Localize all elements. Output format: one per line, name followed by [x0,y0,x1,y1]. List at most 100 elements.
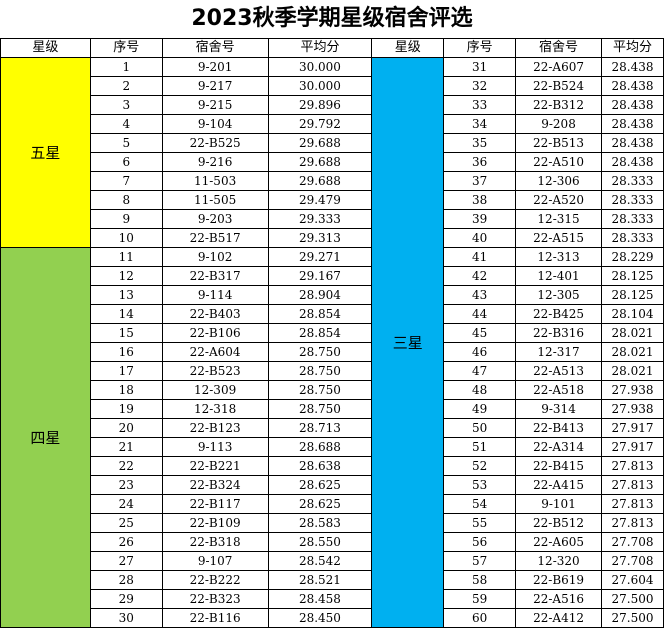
row-index: 30 [89,608,163,628]
row-index: 28 [89,570,163,590]
row-index: 37 [443,171,517,191]
table-row: 2 9-217 30.000 32 22-B524 28.438 [1,76,664,96]
table-row: 20 22-B123 28.713 50 22-B413 27.917 [1,418,664,438]
row-index: 18 [89,380,163,400]
table-row: 7 11-503 29.688 37 12-306 28.333 [1,171,664,191]
row-index: 33 [443,95,517,115]
header-score: 平均分 [267,38,373,58]
room-number: 22-A516 [515,589,602,609]
room-number: 22-B525 [161,133,269,153]
room-number: 22-B106 [161,323,269,343]
table-row: 5 22-B525 29.688 35 22-B513 28.438 [1,133,664,153]
average-score: 28.438 [600,114,664,134]
average-score: 28.713 [267,418,373,438]
row-index: 59 [443,589,517,609]
average-score: 29.479 [267,190,373,210]
room-number: 22-A513 [515,361,602,381]
average-score: 28.333 [600,228,664,248]
row-index: 2 [89,76,163,96]
table-row: 25 22-B109 28.583 55 22-B512 27.813 [1,513,664,533]
row-index: 12 [89,266,163,286]
average-score: 28.438 [600,152,664,172]
room-number: 12-305 [515,285,602,305]
table-row: 16 22-A604 28.750 46 12-317 28.021 [1,342,664,362]
room-number: 22-B318 [161,532,269,552]
average-score: 28.438 [600,57,664,77]
row-index: 5 [89,133,163,153]
average-score: 29.313 [267,228,373,248]
header-grade-right: 星级 [371,38,445,58]
row-index: 13 [89,285,163,305]
room-number: 22-A314 [515,437,602,457]
room-number: 9-113 [161,437,269,457]
room-number: 22-B116 [161,608,269,628]
row-index: 58 [443,570,517,590]
row-index: 6 [89,152,163,172]
row-index: 41 [443,247,517,267]
header-index: 序号 [89,38,163,58]
row-index: 49 [443,399,517,419]
table-row: 四星 11 9-102 29.271 41 12-313 28.229 [0,247,664,628]
average-score: 27.604 [600,570,664,590]
room-number: 22-B513 [515,133,602,153]
table-row: 9 9-203 29.333 39 12-315 28.333 [1,209,664,229]
table-row: 10 22-B517 29.313 40 22-A515 28.333 [1,228,664,248]
average-score: 29.896 [267,95,373,115]
row-index: 7 [89,171,163,191]
average-score: 28.021 [600,361,664,381]
room-number: 22-B109 [161,513,269,533]
table-row: 3 9-215 29.896 33 22-B312 28.438 [1,95,664,115]
room-number: 9-216 [161,152,269,172]
room-number: 22-B619 [515,570,602,590]
average-score: 28.904 [267,285,373,305]
room-number: 22-A415 [515,475,602,495]
row-index: 53 [443,475,517,495]
table-row: 23 22-B324 28.625 53 22-A415 27.813 [1,475,664,495]
room-number: 12-320 [515,551,602,571]
room-number: 22-A607 [515,57,602,77]
room-number: 22-B312 [515,95,602,115]
row-index: 46 [443,342,517,362]
table-row: 19 12-318 28.750 49 9-314 27.938 [1,399,664,419]
table-row: 14 22-B403 28.854 44 22-B425 28.104 [1,304,664,324]
average-score: 30.000 [267,57,373,77]
table-row: 12 22-B317 29.167 42 12-401 28.125 [1,266,664,286]
row-index: 20 [89,418,163,438]
row-index: 16 [89,342,163,362]
row-index: 39 [443,209,517,229]
average-score: 28.438 [600,95,664,115]
room-number: 11-505 [161,190,269,210]
row-index: 10 [89,228,163,248]
room-number: 22-B316 [515,323,602,343]
average-score: 28.021 [600,342,664,362]
row-index: 40 [443,228,517,248]
average-score: 28.750 [267,342,373,362]
room-number: 9-107 [161,551,269,571]
average-score: 28.625 [267,475,373,495]
room-number: 22-B324 [161,475,269,495]
header-index-right: 序号 [443,38,517,58]
row-index: 21 [89,437,163,457]
room-number: 22-A605 [515,532,602,552]
average-score: 28.521 [267,570,373,590]
average-score: 28.542 [267,551,373,571]
room-number: 22-B323 [161,589,269,609]
table-row: 27 9-107 28.542 57 12-320 27.708 [1,551,664,571]
row-index: 50 [443,418,517,438]
room-number: 9-101 [515,494,602,514]
average-score: 27.708 [600,532,664,552]
average-score: 29.333 [267,209,373,229]
average-score: 28.229 [600,247,664,267]
grade-three-star: 三星 [371,57,445,628]
row-index: 36 [443,152,517,172]
average-score: 28.104 [600,304,664,324]
room-number: 22-B413 [515,418,602,438]
room-number: 9-104 [161,114,269,134]
table-row: 28 22-B222 28.521 58 22-B619 27.604 [1,570,664,590]
row-index: 8 [89,190,163,210]
table-row: 6 9-216 29.688 36 22-A510 28.438 [1,152,664,172]
row-index: 9 [89,209,163,229]
room-number: 9-314 [515,399,602,419]
average-score: 28.854 [267,323,373,343]
table-row: 30 22-B116 28.450 60 22-A412 27.500 [1,608,664,628]
